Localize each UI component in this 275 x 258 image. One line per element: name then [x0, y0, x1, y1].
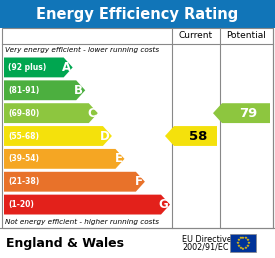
Bar	[230, 234, 256, 252]
Polygon shape	[4, 126, 112, 146]
Text: C: C	[87, 107, 96, 120]
Text: ★: ★	[238, 246, 242, 250]
Text: Potential: Potential	[227, 31, 266, 41]
Text: 79: 79	[239, 107, 257, 120]
Bar	[0, 228, 275, 258]
Polygon shape	[4, 58, 73, 77]
Text: Not energy efficient - higher running costs: Not energy efficient - higher running co…	[5, 219, 159, 225]
Text: ★: ★	[246, 244, 250, 248]
Text: ★: ★	[244, 236, 248, 240]
Text: ★: ★	[244, 246, 248, 250]
Text: (21-38): (21-38)	[8, 177, 39, 186]
Polygon shape	[4, 80, 85, 100]
Bar	[2, 28, 273, 228]
Text: (81-91): (81-91)	[8, 86, 39, 95]
Text: (39-54): (39-54)	[8, 154, 39, 163]
Text: ★: ★	[236, 238, 240, 242]
Text: (69-80): (69-80)	[8, 109, 39, 118]
Text: ★: ★	[241, 236, 245, 239]
Text: England & Wales: England & Wales	[6, 237, 124, 249]
Text: F: F	[135, 175, 143, 188]
Text: ★: ★	[246, 238, 250, 242]
Polygon shape	[4, 103, 98, 123]
Polygon shape	[4, 195, 170, 214]
Text: Current: Current	[179, 31, 213, 41]
Text: 58: 58	[189, 130, 207, 142]
Text: EU Directive: EU Directive	[182, 235, 232, 244]
Text: ★: ★	[236, 241, 240, 245]
Text: 2002/91/EC: 2002/91/EC	[182, 243, 229, 252]
Polygon shape	[4, 172, 145, 192]
Text: ★: ★	[236, 244, 240, 248]
Text: ★: ★	[247, 241, 251, 245]
Bar	[0, 0, 275, 28]
Text: Energy Efficiency Rating: Energy Efficiency Rating	[36, 6, 239, 21]
Text: E: E	[114, 152, 122, 165]
Polygon shape	[213, 103, 270, 123]
Text: A: A	[62, 61, 71, 74]
Polygon shape	[165, 126, 217, 146]
Text: (55-68): (55-68)	[8, 132, 39, 141]
Text: Very energy efficient - lower running costs: Very energy efficient - lower running co…	[5, 47, 159, 53]
Polygon shape	[4, 149, 125, 169]
Text: (92 plus): (92 plus)	[8, 63, 46, 72]
Text: ★: ★	[238, 236, 242, 240]
Text: (1-20): (1-20)	[8, 200, 34, 209]
Text: B: B	[74, 84, 83, 97]
Text: G: G	[158, 198, 168, 211]
Text: ★: ★	[241, 246, 245, 251]
Text: D: D	[100, 130, 110, 142]
